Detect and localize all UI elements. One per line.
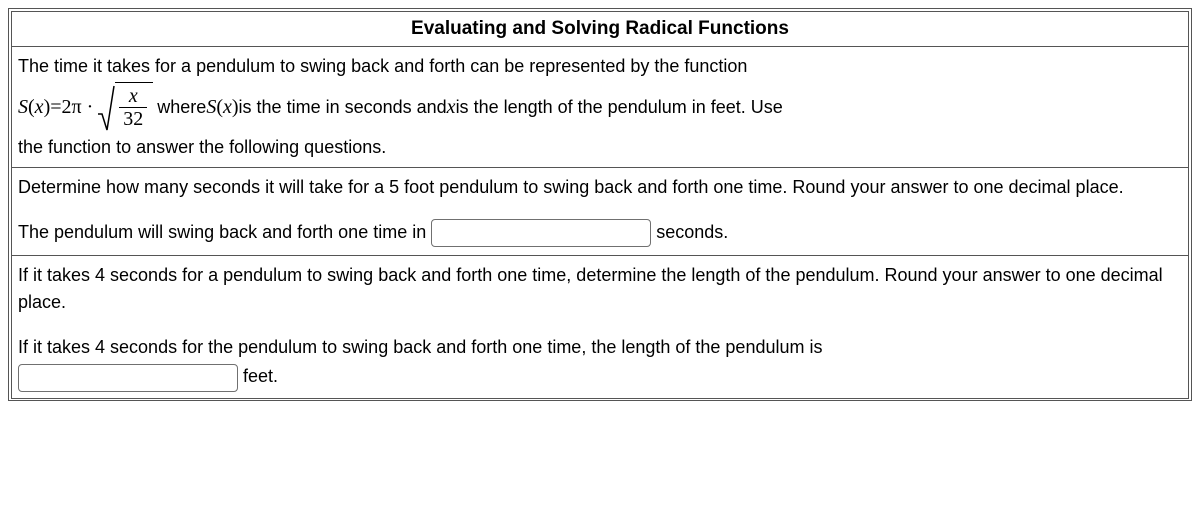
q1-answer-post: seconds. [656,222,728,242]
formula-fn: S [18,92,28,122]
intro-x: x [447,92,456,122]
formula-eq: = [50,92,61,122]
q1-prompt: Determine how many seconds it will take … [18,174,1182,201]
q2-answer-pre: If it takes 4 seconds for the pendulum t… [18,337,822,357]
intro-line-3: the function to answer the following que… [18,134,1182,161]
formula-coef: 2π · [62,92,94,122]
problem-container: Evaluating and Solving Radical Functions… [8,8,1192,401]
radicand: x 32 [115,82,153,132]
intro-Sx-rp: ) [232,92,239,122]
title-cell: Evaluating and Solving Radical Functions [11,11,1189,47]
intro-part3: the function to answer the following que… [18,137,386,157]
q2-cell: If it takes 4 seconds for a pendulum to … [11,255,1189,398]
frac-den: 32 [119,107,147,130]
frac-num: x [125,85,142,107]
formula-rparen: ) [44,92,51,122]
fraction: x 32 [119,85,147,130]
title-text: Evaluating and Solving Radical Functions [411,18,789,39]
intro-line-1: The time it takes for a pendulum to swin… [18,53,1182,80]
q2-answer-pre-line: If it takes 4 seconds for the pendulum t… [18,334,1182,361]
intro-cell: The time it takes for a pendulum to swin… [11,46,1189,168]
surd-icon [97,82,115,132]
q1-cell: Determine how many seconds it will take … [11,167,1189,256]
q2-answer-input-line: feet. [18,363,1182,391]
formula-arg: x [35,92,44,122]
intro-Sx-fn: S [206,92,216,122]
formula-lparen: ( [28,92,35,122]
q2-prompt: If it takes 4 seconds for a pendulum to … [18,262,1182,316]
q1-answer-line: The pendulum will swing back and forth o… [18,219,1182,247]
intro-part2b: is the time in seconds and [239,94,447,121]
q2-input[interactable] [18,364,238,392]
intro-part2a: where [157,94,206,121]
intro-Sx-arg: x [223,92,232,122]
intro-line-2: S(x) = 2π · x 32 [18,82,1182,132]
intro-Sx-lp: ( [216,92,223,122]
q1-answer-pre: The pendulum will swing back and forth o… [18,222,431,242]
q1-input[interactable] [431,219,651,247]
intro-part1: The time it takes for a pendulum to swin… [18,56,747,76]
intro-part2c: is the length of the pendulum in feet. U… [456,94,783,121]
sqrt: x 32 [97,82,153,132]
formula: S(x) = 2π · x 32 [18,82,157,132]
q2-answer-post: feet. [243,366,278,386]
